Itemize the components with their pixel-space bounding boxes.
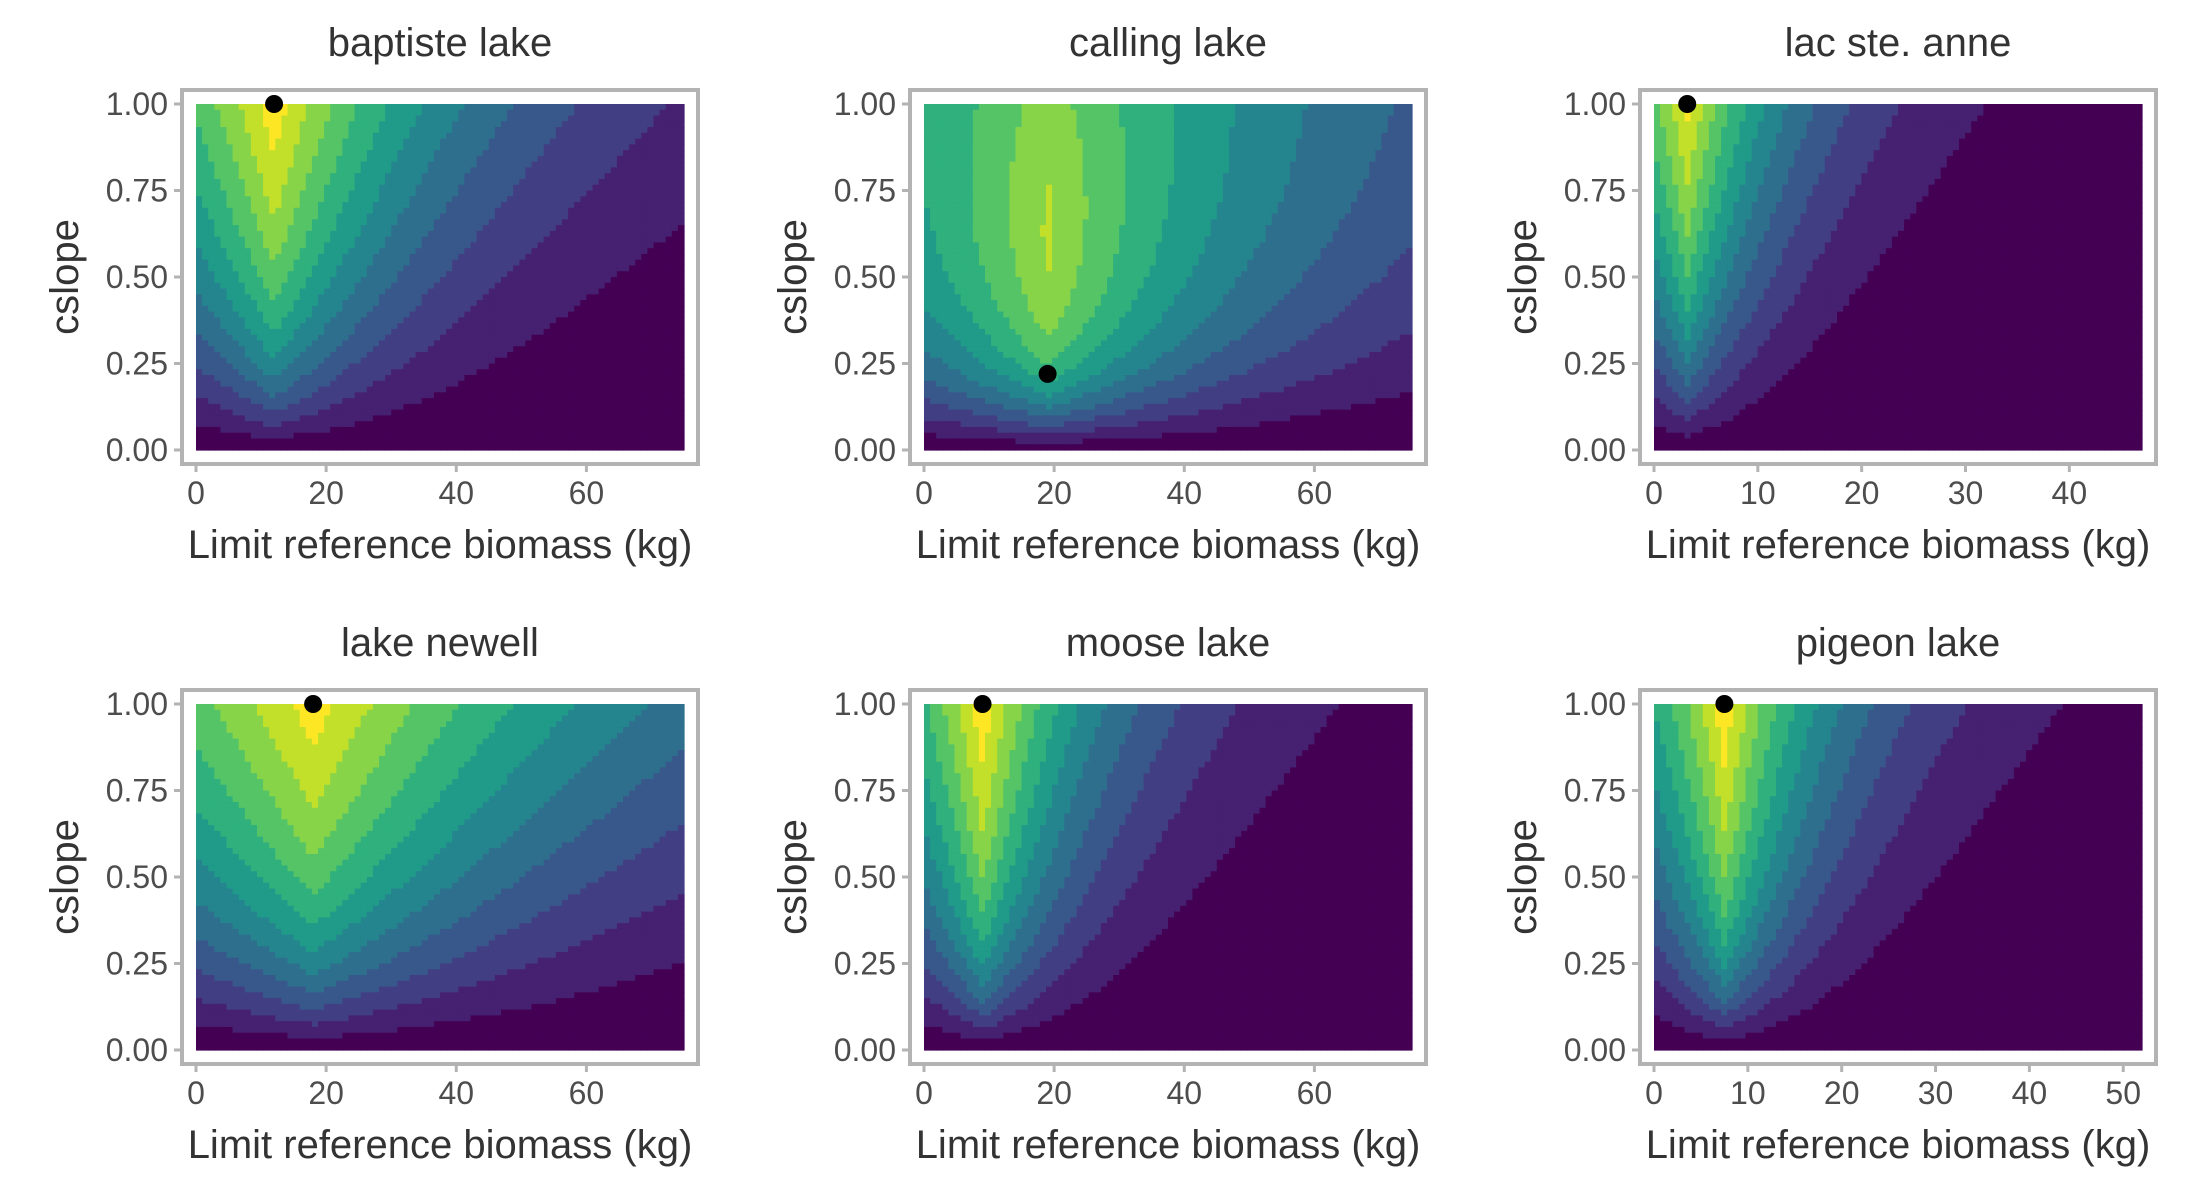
y-tick-label: 0.25	[834, 346, 896, 382]
x-tick-label: 10	[1730, 1075, 1766, 1111]
panel-1: baptiste lake 0 20 40 60 0.00 0.25 0.50 0.75 1.00…	[43, 21, 698, 567]
x-tick-label: 40	[2012, 1075, 2048, 1111]
y-tick-label: 0.50	[1564, 259, 1626, 295]
x-axis-title: Limit reference biomass (kg)	[1646, 523, 2151, 567]
x-tick-label: 0	[1645, 475, 1663, 511]
x-tick-label: 0	[1645, 1075, 1663, 1111]
x-tick-label: 60	[1297, 1075, 1333, 1111]
y-tick-label: 0.00	[834, 432, 896, 468]
x-tick-label: 60	[569, 1075, 605, 1111]
y-axis-title: cslope	[1501, 219, 1545, 335]
y-tick-label: 0.25	[1564, 946, 1626, 982]
optimum-point	[1678, 95, 1696, 113]
y-tick-label: 1.00	[106, 686, 168, 722]
y-tick-label: 0.50	[1564, 859, 1626, 895]
y-tick-label: 0.00	[106, 1032, 168, 1068]
x-tick-label: 40	[1166, 1075, 1202, 1111]
x-tick-label: 0	[187, 475, 205, 511]
contour-surface	[1654, 704, 2143, 1051]
y-tick-label: 0.50	[834, 259, 896, 295]
x-tick-label: 0	[915, 475, 933, 511]
y-tick-label: 1.00	[834, 686, 896, 722]
panel-title: lac ste. anne	[1785, 21, 2012, 65]
panel-4: lake newell 0 20 40 60 0.00 0.25 0.50 0.75 1.00 Li…	[43, 621, 698, 1167]
y-tick-label: 0.75	[106, 773, 168, 809]
contour-surface	[1654, 104, 2143, 451]
y-tick-label: 1.00	[1564, 86, 1626, 122]
x-tick-label: 50	[2105, 1075, 2141, 1111]
y-tick-label: 1.00	[106, 86, 168, 122]
x-axis-title: Limit reference biomass (kg)	[1646, 1123, 2151, 1167]
contour-surface	[924, 104, 1413, 451]
x-tick-label: 60	[569, 475, 605, 511]
x-tick-label: 30	[1918, 1075, 1954, 1111]
x-tick-label: 20	[1036, 1075, 1072, 1111]
panel-5: moose lake 0 20 40 60 0.00 0.25 0.50 0.75 1.00 Lim…	[771, 621, 1426, 1167]
x-axis-title: Limit reference biomass (kg)	[188, 523, 693, 567]
panel-2: calling lake 0 20 40 60 0.00 0.25 0.50 0.75 1.00 L…	[771, 21, 1426, 567]
y-axis-title: cslope	[43, 819, 87, 935]
contour-surface	[924, 704, 1413, 1051]
y-tick-label: 0.75	[106, 173, 168, 209]
x-tick-label: 40	[1166, 475, 1202, 511]
optimum-point	[974, 695, 992, 713]
y-tick-label: 0.50	[106, 259, 168, 295]
y-tick-label: 1.00	[834, 86, 896, 122]
y-tick-label: 0.00	[106, 432, 168, 468]
y-tick-label: 0.50	[834, 859, 896, 895]
panel-title: calling lake	[1069, 21, 1267, 65]
y-axis-title: cslope	[771, 219, 815, 335]
y-tick-label: 0.00	[834, 1032, 896, 1068]
y-tick-label: 0.75	[1564, 173, 1626, 209]
x-tick-label: 40	[438, 1075, 474, 1111]
y-axis-title: cslope	[1501, 819, 1545, 935]
y-axis-title: cslope	[43, 219, 87, 335]
y-tick-label: 1.00	[1564, 686, 1626, 722]
x-tick-label: 60	[1297, 475, 1333, 511]
x-tick-label: 20	[308, 1075, 344, 1111]
panel-title: baptiste lake	[328, 21, 553, 65]
x-tick-label: 20	[1824, 1075, 1860, 1111]
panel-3: lac ste. anne 0 10 20 30 40 0.00 0.25 0.50 0.75 1.…	[1501, 21, 2156, 567]
y-tick-label: 0.00	[1564, 1032, 1626, 1068]
y-tick-label: 0.75	[834, 173, 896, 209]
y-tick-label: 0.25	[1564, 346, 1626, 382]
y-tick-label: 0.25	[106, 346, 168, 382]
optimum-point	[304, 695, 322, 713]
y-tick-label: 0.75	[1564, 773, 1626, 809]
contour-surface	[196, 704, 685, 1051]
optimum-point	[1715, 695, 1733, 713]
y-tick-label: 0.00	[1564, 432, 1626, 468]
x-tick-label: 40	[438, 475, 474, 511]
x-tick-label: 20	[1036, 475, 1072, 511]
y-tick-label: 0.25	[106, 946, 168, 982]
x-tick-label: 20	[1844, 475, 1880, 511]
x-tick-label: 40	[2052, 475, 2088, 511]
y-tick-label: 0.25	[834, 946, 896, 982]
panel-title: lake newell	[341, 621, 539, 665]
x-axis-title: Limit reference biomass (kg)	[188, 1123, 693, 1167]
panel-title: pigeon lake	[1796, 621, 2001, 665]
optimum-point	[1039, 365, 1057, 383]
panel-title: moose lake	[1066, 621, 1271, 665]
x-axis-title: Limit reference biomass (kg)	[916, 523, 1421, 567]
y-axis-title: cslope	[771, 819, 815, 935]
contour-surface	[196, 104, 685, 451]
x-tick-label: 10	[1740, 475, 1776, 511]
x-tick-label: 0	[187, 1075, 205, 1111]
x-tick-label: 20	[308, 475, 344, 511]
x-tick-label: 0	[915, 1075, 933, 1111]
panel-6: pigeon lake 0 10 20 30 40 50 0.00 0.25 0.50 0.75 1.…	[1501, 621, 2156, 1167]
optimum-point	[265, 95, 283, 113]
y-tick-label: 0.75	[834, 773, 896, 809]
x-axis-title: Limit reference biomass (kg)	[916, 1123, 1421, 1167]
y-tick-label: 0.50	[106, 859, 168, 895]
x-tick-label: 30	[1948, 475, 1984, 511]
